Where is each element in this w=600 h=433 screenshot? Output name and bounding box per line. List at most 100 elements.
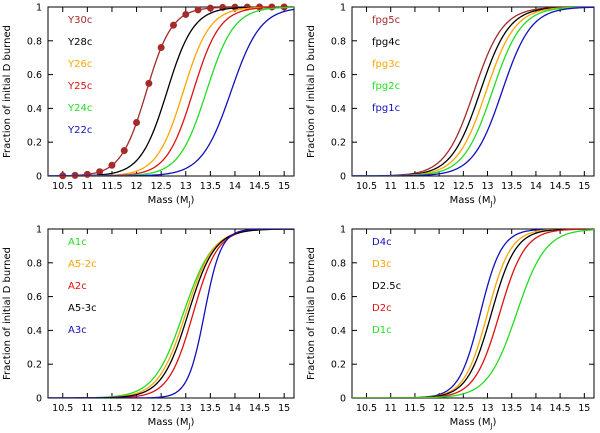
x-tick-label: 10.5 <box>356 403 377 414</box>
y-tick-label: 0.8 <box>27 36 42 47</box>
legend-label-D1c: D1c <box>372 325 392 336</box>
y-tick-label: 1 <box>340 225 346 236</box>
data-point-Y30c <box>145 79 153 87</box>
x-tick-label: 14.5 <box>550 181 571 192</box>
x-tick-label: 14 <box>229 403 241 414</box>
data-point-Y30c <box>108 161 116 169</box>
plot-frame <box>47 228 295 399</box>
y-tick-label: 0.2 <box>331 138 346 149</box>
y-tick-label: 0.6 <box>27 70 42 81</box>
y-tick-label: 0.4 <box>27 104 42 115</box>
legend-label-A5-3c: A5-3c <box>68 303 97 314</box>
legend-label-Y28c: Y28c <box>67 37 92 48</box>
y-tick-label: 0.8 <box>331 258 346 269</box>
x-tick-label: 15 <box>278 403 290 414</box>
x-tick-label: 12.5 <box>151 181 172 192</box>
legend-label-Y25c: Y25c <box>67 81 92 92</box>
x-tick-label: 12 <box>131 403 143 414</box>
x-tick-label: 15 <box>578 403 590 414</box>
legend-label-A3c: A3c <box>68 325 87 336</box>
y-tick-label: 0.4 <box>27 326 42 337</box>
legend-label-fpg4c: fpg4c <box>372 37 400 48</box>
x-tick-label: 14.5 <box>249 181 270 192</box>
legend-label-A2c: A2c <box>68 281 87 292</box>
y-tick-label: 0.6 <box>331 292 346 303</box>
legend-label-D2c: D2c <box>372 303 392 314</box>
plot-frame <box>47 6 295 177</box>
x-tick-label: 13 <box>180 181 192 192</box>
panel-top-left: 10.5 11 11.5 12 12.5 13 13.5 14 14.5 15 0 0.2 0.4 0.6… <box>2 3 295 208</box>
legend-label-Y22c: Y22c <box>67 125 92 136</box>
x-tick-label: 10.5 <box>52 181 73 192</box>
x-tick-label: 15 <box>278 181 290 192</box>
legend-label-fpg3c: fpg3c <box>372 59 400 70</box>
plot-frame <box>351 228 595 399</box>
data-point-Y30c <box>157 44 165 52</box>
data-point-Y30c <box>96 168 104 176</box>
x-tick-label: 11 <box>385 403 397 414</box>
y-tick-label: 0.2 <box>331 360 346 371</box>
legend-label-A1c: A1c <box>68 237 87 248</box>
x-tick-label: 11.5 <box>101 403 122 414</box>
data-point-Y30c <box>83 170 91 178</box>
y-tick-label: 1 <box>36 225 42 236</box>
panel-top-right: 10.5 11 11.5 12 12.5 13 13.5 14 14.5 15 0 0.2 0.4 0.6… <box>306 3 595 208</box>
y-tick-label: 0.4 <box>331 326 346 337</box>
x-tick-label: 11 <box>81 181 93 192</box>
data-point-Y30c <box>194 6 202 14</box>
panel-bottom-right: 10.5 11 11.5 12 12.5 13 13.5 14 14.5 15 0 0.2 0.4 0.6… <box>306 225 595 430</box>
x-tick-label: 14.5 <box>249 403 270 414</box>
legend-label-D4c: D4c <box>372 237 392 248</box>
x-tick-label: 13.5 <box>501 403 522 414</box>
y-tick-label: 0.8 <box>27 258 42 269</box>
x-tick-label: 14 <box>530 403 542 414</box>
x-tick-label: 11.5 <box>404 403 425 414</box>
x-tick-label: 12 <box>433 181 445 192</box>
y-tick-label: 0 <box>340 172 346 183</box>
legend-label-Y24c: Y24c <box>67 103 92 114</box>
data-point-Y30c <box>182 10 190 18</box>
plot-frame <box>351 6 595 177</box>
x-tick-label: 13.5 <box>501 181 522 192</box>
panel-bottom-left: 10.5 11 11.5 12 12.5 13 13.5 14 14.5 15 0 0.2 0.4 0.6… <box>2 225 295 430</box>
x-tick-label: 15 <box>578 181 590 192</box>
x-tick-label: 12 <box>131 181 143 192</box>
x-tick-label: 12.5 <box>453 403 474 414</box>
x-tick-label: 14.5 <box>550 403 571 414</box>
y-axis-label: Fraction of initial D burned <box>2 25 13 158</box>
y-axis-label: Fraction of initial D burned <box>2 247 13 380</box>
series-line-fpg1c <box>352 7 594 176</box>
data-point-Y30c <box>206 4 214 12</box>
legend-label-A5-2c: A5-2c <box>68 259 97 270</box>
x-axis-label: Mass (MJ) <box>148 195 195 208</box>
legend-label-fpg1c: fpg1c <box>372 103 400 114</box>
series-line-D1c <box>352 229 594 398</box>
x-tick-label: 13 <box>481 181 493 192</box>
y-tick-label: 0 <box>340 394 346 405</box>
y-tick-label: 0.8 <box>331 36 346 47</box>
legend-label-Y26c: Y26c <box>67 59 92 70</box>
x-tick-label: 13.5 <box>200 403 221 414</box>
x-axis-label: Mass (MJ) <box>148 417 195 430</box>
y-tick-label: 1 <box>36 3 42 14</box>
y-tick-label: 0.2 <box>27 138 42 149</box>
series-line-A3c <box>48 229 294 398</box>
x-tick-label: 11 <box>81 403 93 414</box>
x-tick-label: 12.5 <box>453 181 474 192</box>
x-tick-label: 14 <box>530 181 542 192</box>
legend-label-fpg2c: fpg2c <box>372 81 400 92</box>
y-tick-label: 1 <box>340 3 346 14</box>
x-axis-label: Mass (MJ) <box>450 195 497 208</box>
x-tick-label: 13.5 <box>200 181 221 192</box>
y-tick-label: 0 <box>36 172 42 183</box>
legend-label-D2.5c: D2.5c <box>372 281 401 292</box>
legend-label-D3c: D3c <box>372 259 392 270</box>
x-tick-label: 13 <box>180 403 192 414</box>
y-tick-label: 0.4 <box>331 104 346 115</box>
x-tick-label: 11.5 <box>101 181 122 192</box>
y-axis-label: Fraction of initial D burned <box>306 25 317 158</box>
x-tick-label: 10.5 <box>52 403 73 414</box>
x-tick-label: 13 <box>481 403 493 414</box>
data-point-Y30c <box>133 118 141 126</box>
